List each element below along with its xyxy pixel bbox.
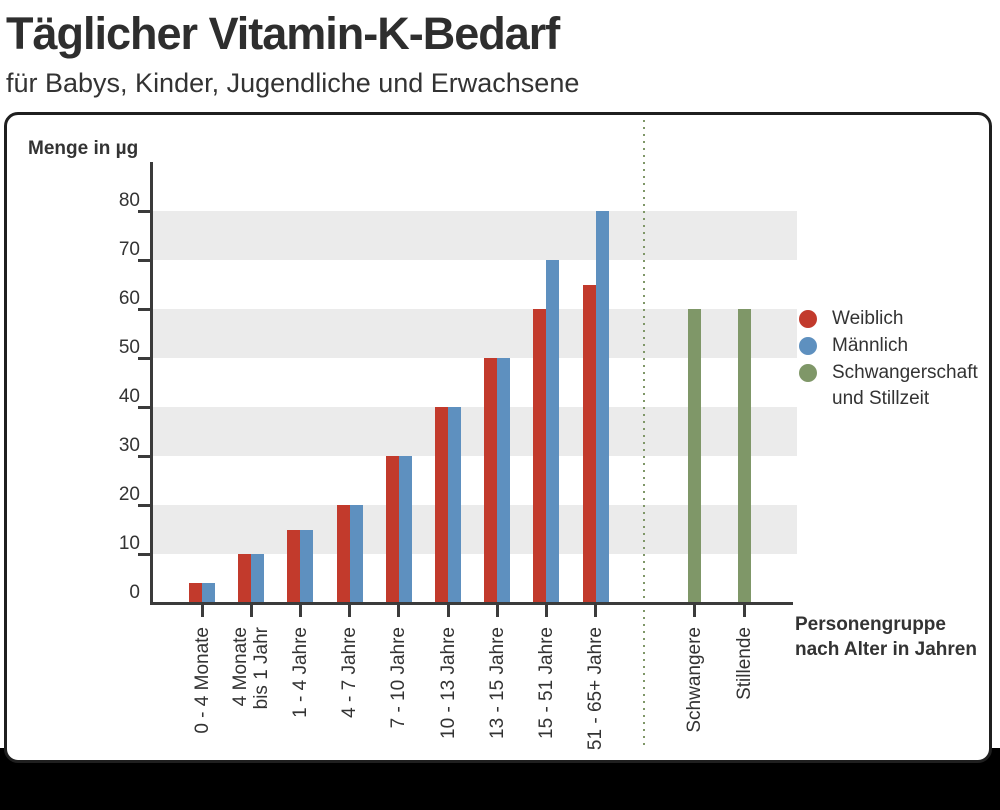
bar-weiblich-8 <box>582 284 596 603</box>
bar-maennlich-4 <box>398 456 412 603</box>
y-tick-10 <box>138 552 152 556</box>
legend-label: Schwangerschaft und Stillzeit <box>832 362 978 409</box>
y-tick-label-70: 70 <box>118 239 140 260</box>
bar-weiblich-0 <box>189 583 202 603</box>
y-tick-label-10: 10 <box>118 533 140 554</box>
separator-dotted-line <box>643 120 645 746</box>
legend-swatch-icon <box>799 310 817 328</box>
page-subtitle: für Babys, Kinder, Jugendliche und Erwac… <box>6 68 580 98</box>
bar-maennlich-6 <box>497 358 511 603</box>
x-axis-title: Personengruppe nach Alter in Jahren <box>795 614 977 660</box>
y-tick-label-50: 50 <box>118 337 140 358</box>
legend-item-2: Schwangerschaft und Stillzeit <box>799 360 978 412</box>
y-tick-label-40: 40 <box>118 386 140 407</box>
y-axis-title: Menge in µg <box>28 138 139 159</box>
bar-maennlich-3 <box>349 505 363 603</box>
bar-weiblich-1 <box>238 554 252 603</box>
bar-weiblich-2 <box>287 529 301 603</box>
y-tick-label-0: 0 <box>129 582 140 603</box>
x-category-label-8: 51 - 65+ Jahre <box>585 627 607 751</box>
x-tick-3 <box>348 604 352 617</box>
page-title: Täglicher Vitamin-K-Bedarf <box>6 8 560 59</box>
x-category-label-4: 7 - 10 Jahre <box>388 627 410 729</box>
bar-weiblich-4 <box>385 456 399 603</box>
bar-maennlich-7 <box>546 260 560 603</box>
x-tick-10 <box>742 604 746 617</box>
bar-maennlich-1 <box>251 554 265 603</box>
y-tick-80 <box>138 209 152 213</box>
legend-label: Männlich <box>832 335 909 356</box>
y-tick-label-80: 80 <box>118 190 140 211</box>
bar-maennlich-5 <box>448 407 461 603</box>
x-category-label-10: Stillende <box>733 627 755 700</box>
chart-header: Täglicher Vitamin-K-Bedarf für Babys, Ki… <box>6 0 579 100</box>
bar-schwangerschaft-0 <box>687 309 701 603</box>
legend-swatch-icon <box>799 337 817 355</box>
legend: Weiblich Männlich Schwangerschaft und Stil… <box>799 306 978 413</box>
x-tick-6 <box>495 604 499 617</box>
y-tick-label-30: 30 <box>118 435 140 456</box>
x-tick-4 <box>397 604 401 617</box>
x-category-label-0: 0 - 4 Monate <box>191 627 213 734</box>
grid-stripe-70-80 <box>152 211 797 260</box>
bar-weiblich-6 <box>484 358 498 603</box>
legend-swatch-icon <box>799 364 817 382</box>
x-category-label-1: 4 Monate bis 1 Jahr <box>230 627 273 710</box>
bar-maennlich-0 <box>202 583 215 603</box>
legend-item-0: Weiblich <box>799 306 978 332</box>
x-category-label-3: 4 - 7 Jahre <box>339 627 361 718</box>
x-tick-5 <box>446 604 450 617</box>
y-tick-30 <box>138 454 152 458</box>
x-tick-2 <box>298 604 302 617</box>
x-tick-7 <box>544 604 548 617</box>
x-axis-line <box>150 601 793 605</box>
y-axis-line <box>150 162 153 605</box>
y-tick-60 <box>138 307 152 311</box>
y-tick-50 <box>138 356 152 360</box>
legend-item-1: Männlich <box>799 333 978 359</box>
bar-weiblich-7 <box>533 309 547 603</box>
x-tick-8 <box>594 604 598 617</box>
bar-maennlich-8 <box>595 211 609 603</box>
x-category-label-7: 15 - 51 Jahre <box>535 627 557 739</box>
bar-weiblich-3 <box>336 505 350 603</box>
y-tick-label-60: 60 <box>118 288 140 309</box>
legend-label: Weiblich <box>832 308 904 329</box>
bar-schwangerschaft-1 <box>737 309 751 603</box>
x-category-label-2: 1 - 4 Jahre <box>289 627 311 718</box>
bar-maennlich-2 <box>300 529 314 603</box>
y-tick-20 <box>138 503 152 507</box>
y-tick-70 <box>138 258 152 262</box>
y-tick-label-20: 20 <box>118 484 140 505</box>
x-category-label-6: 13 - 15 Jahre <box>486 627 508 739</box>
x-tick-9 <box>692 604 696 617</box>
bar-weiblich-5 <box>435 407 448 603</box>
y-tick-40 <box>138 405 152 409</box>
x-category-label-9: Schwangere <box>683 627 705 733</box>
x-tick-0 <box>200 604 204 617</box>
x-category-label-5: 10 - 13 Jahre <box>437 627 459 739</box>
x-tick-1 <box>249 604 253 617</box>
